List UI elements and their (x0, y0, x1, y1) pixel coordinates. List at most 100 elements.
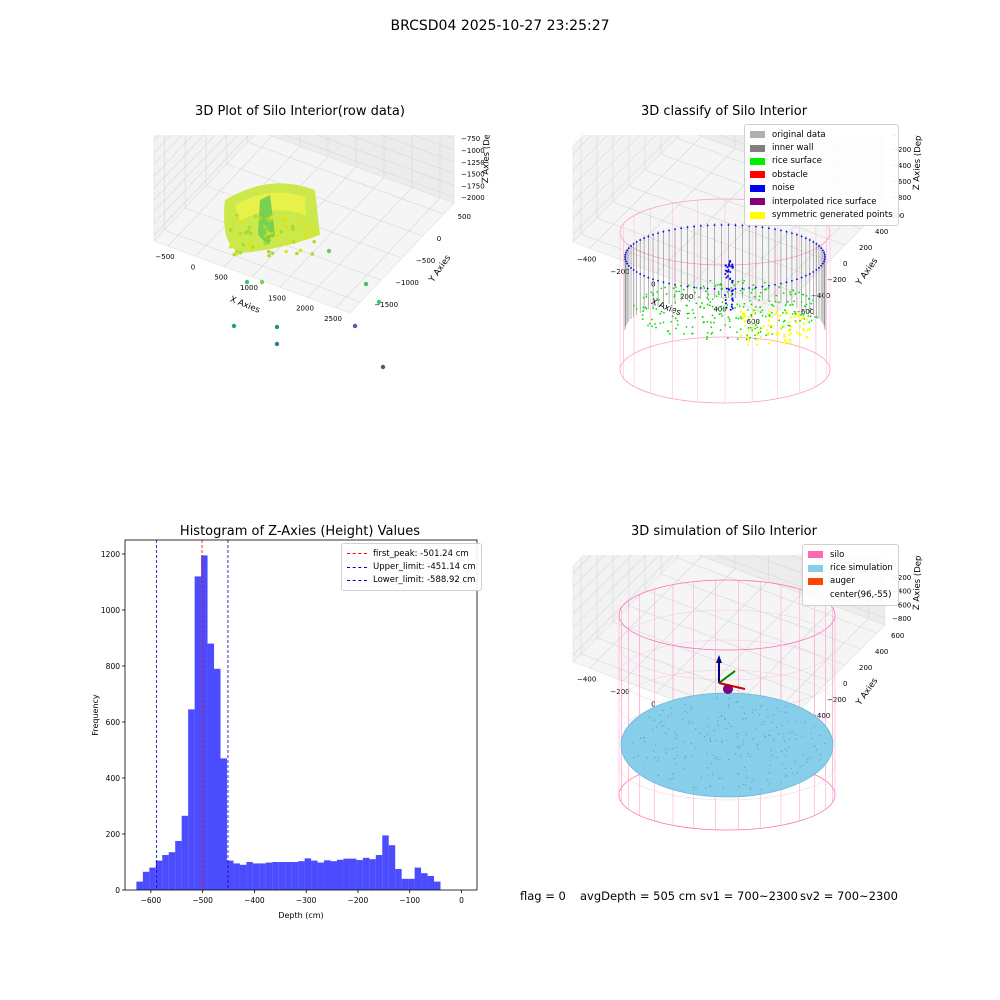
classify-symmetric-point (742, 317, 745, 320)
hist-ytick-label: 600 (106, 718, 121, 727)
classify-symmetric-point (788, 333, 791, 336)
classify-rice-point (678, 290, 681, 293)
classify-rice-point (709, 301, 712, 303)
classify-rice-point (754, 305, 757, 308)
sim-grid-y (612, 621, 814, 698)
sim-rice-point (709, 740, 712, 743)
classify-rice-point (801, 293, 803, 296)
classify-grid-z (572, 135, 657, 219)
hist-bar (181, 815, 189, 890)
sim-rice-point (684, 704, 687, 706)
raw-3d-plot: −500 0 500 1000 1500 2000 2500 500 0 −500 −1000 −15… (153, 135, 490, 370)
raw-grid-z (284, 135, 455, 198)
classify-noise-point (815, 269, 818, 271)
classify-rice-point (645, 307, 648, 310)
classify-rice-point (711, 331, 714, 334)
raw-grid-z (153, 135, 205, 189)
classify-xtick-label: 200 (680, 293, 693, 301)
sim-rice-point (656, 726, 658, 728)
classify-xtick-label: 600 (747, 318, 760, 326)
sim-rice-point (661, 720, 663, 722)
hist-ytick-label: 400 (106, 774, 121, 783)
sim-rice-point (706, 753, 708, 755)
hist-bar (408, 878, 415, 890)
raw-ytick-label: −1500 (374, 301, 398, 309)
sim-rice-point (752, 779, 755, 781)
classify-noise-point (713, 287, 716, 290)
sim-grid-z (572, 555, 647, 628)
classify-rice-point (633, 304, 636, 307)
classify-rice-point (791, 312, 794, 315)
classify-symmetric-point (793, 316, 796, 319)
hist-xtick-label: −500 (192, 896, 213, 905)
hist-bar (188, 709, 195, 890)
sim-rice-point (672, 747, 674, 749)
sim-rice-point (784, 748, 786, 750)
raw-point (279, 230, 284, 234)
classify-grid-z (572, 135, 641, 203)
sim-rice-point (706, 767, 709, 769)
sim-rice-point (675, 737, 677, 739)
raw-ztick-label: −1750 (461, 182, 485, 190)
classify-rice-point (642, 296, 645, 299)
sim-rice-point (820, 754, 822, 756)
classify-noise-point (625, 251, 627, 254)
raw-outlier-point (380, 364, 386, 370)
sim-rice-point (721, 777, 723, 780)
classify-rice-point (722, 309, 725, 312)
hist-bar (136, 881, 143, 890)
classify-rice-point (738, 305, 741, 308)
classify-rice-point (735, 331, 738, 334)
sim-rice-point (642, 767, 644, 769)
classify-symmetric-point (740, 334, 743, 337)
classify-noise-point (727, 224, 730, 226)
sim-xtick-label: −200 (610, 688, 629, 696)
sim-zaxis-label: Z Axies (Depth) (912, 555, 924, 610)
classify-rice-point (730, 286, 733, 289)
sim-rice-point (810, 732, 812, 734)
classify-rice-point (807, 314, 810, 317)
legend-classify-entry: original data (750, 128, 893, 141)
classify-rice-point (752, 322, 754, 325)
sim-rice-point (771, 721, 773, 724)
sim-rice-point (717, 716, 719, 719)
sim-rice-point (652, 750, 655, 752)
avg-depth-text: avgDepth = 505 cm (580, 889, 697, 903)
sim-rice-point (657, 757, 660, 759)
hist-xtick-label: −400 (244, 896, 265, 905)
classify-rice-point (735, 317, 738, 319)
classify-noise-point (800, 235, 803, 238)
classify-rice-point (674, 307, 677, 310)
classify-rice-point (654, 323, 656, 325)
sim-rice-point (668, 748, 670, 751)
raw-point (275, 233, 280, 238)
classify-rice-point (794, 312, 797, 315)
hist-yaxis-label: Frequency (91, 694, 100, 736)
sim-rice-point (776, 726, 778, 728)
hist-xtick-label: −200 (348, 896, 369, 905)
classify-grid-y (612, 201, 814, 278)
legend-label: Upper_limit: -451.14 cm (373, 562, 476, 573)
legend-swatch (347, 566, 367, 568)
classify-noise-point (780, 229, 782, 232)
sim-rice-point (682, 719, 684, 721)
sim-rice-point (653, 719, 655, 721)
sim-rice-point (802, 764, 804, 766)
classify-noise-point (724, 302, 727, 305)
classify-rice-point (727, 316, 730, 319)
classify-noise-point (627, 264, 630, 267)
raw-point (284, 249, 288, 254)
classify-symmetric-point (785, 310, 788, 313)
raw-point (247, 225, 252, 230)
legend-swatch (750, 131, 765, 139)
sim-rice-point (769, 764, 771, 766)
classify-rice-point (706, 296, 709, 299)
legend-label: inner wall (772, 143, 814, 154)
hist-bar (207, 643, 215, 890)
sim-rice-point (711, 762, 713, 765)
sim-rice-point (775, 756, 777, 759)
classify-rice-point (753, 295, 756, 298)
raw-point (270, 231, 274, 236)
raw-grid-z (316, 135, 455, 186)
classify-rice-point (674, 317, 677, 320)
